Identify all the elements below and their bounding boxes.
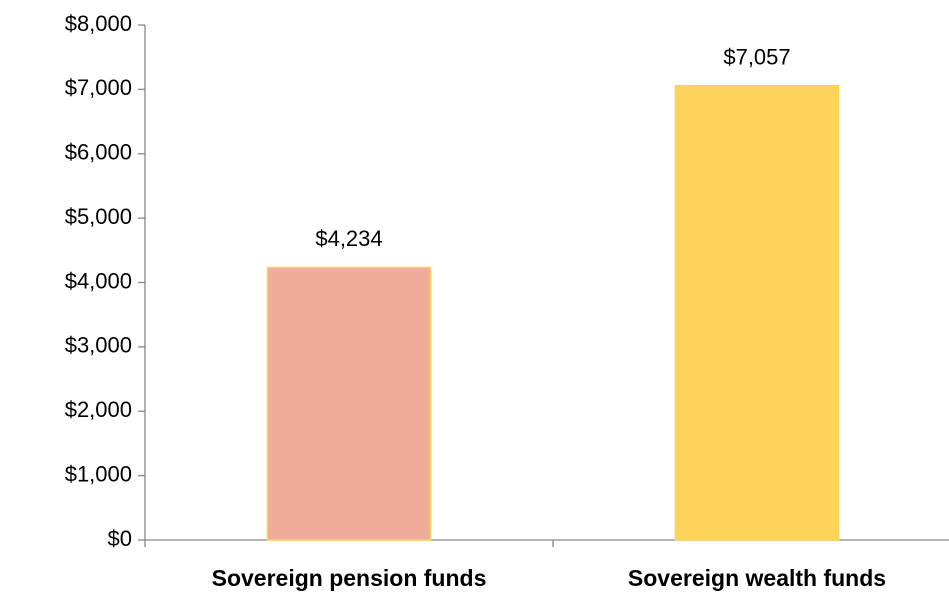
y-tick-label: $5,000 [65,204,132,229]
y-tick-label: $7,000 [65,75,132,100]
y-tick-label: $3,000 [65,333,132,358]
y-tick-label: $8,000 [65,11,132,36]
y-tick-label: $1,000 [65,461,132,486]
x-tick-label: Sovereign pension funds [212,565,487,591]
y-tick-label: $0 [108,526,132,551]
x-tick-label: Sovereign wealth funds [628,565,886,591]
data-label: $4,234 [315,226,382,251]
y-tick-label: $6,000 [65,140,132,165]
bar [266,266,432,541]
data-label: $7,057 [723,45,790,70]
y-tick-label: $2,000 [65,397,132,422]
y-tick-label: $4,000 [65,268,132,293]
bar [674,84,840,541]
